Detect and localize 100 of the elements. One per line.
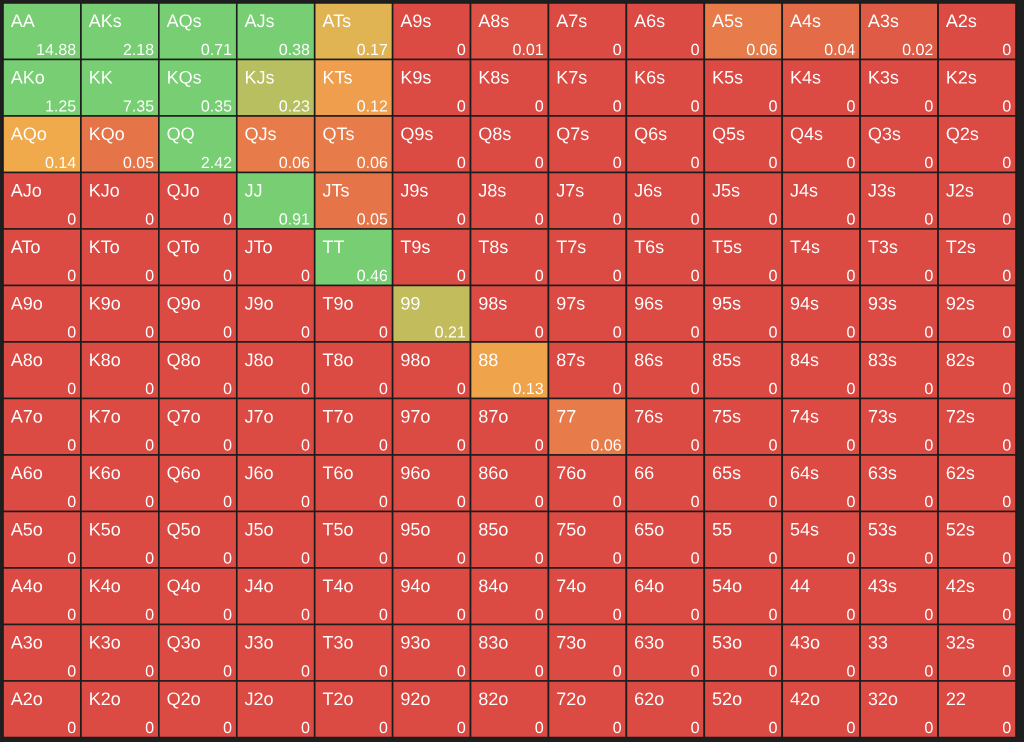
annotation: QJs: [245, 127, 276, 144]
data-label: 0: [301, 326, 310, 338]
annotation: A7s: [556, 14, 587, 28]
data-label: 0.06: [279, 156, 310, 169]
annotation: A3o: [10, 635, 43, 649]
annotation: K4o: [90, 579, 120, 593]
annotation: 53o: [712, 635, 742, 649]
annotation: 53s: [868, 522, 897, 536]
annotation: KQo: [90, 127, 124, 144]
annotation: J6o: [244, 466, 273, 480]
data-label: 0.91: [279, 213, 310, 225]
data-label: 0: [925, 269, 933, 282]
annotation: 96o: [401, 466, 430, 480]
annotation: K2s: [947, 70, 977, 84]
annotation: 93o: [401, 635, 430, 649]
annotation: J2o: [244, 692, 273, 706]
data-label: 7.35: [123, 100, 154, 112]
annotation: A8o: [10, 353, 43, 367]
data-label: 0: [769, 269, 777, 282]
data-label: 0: [613, 382, 622, 395]
data-label: 0: [145, 495, 154, 508]
data-label: 0: [613, 269, 622, 282]
annotation: 44: [790, 579, 810, 592]
annotation: 62s: [946, 466, 975, 480]
annotation: 93s: [868, 296, 897, 310]
data-label: 0: [535, 665, 544, 677]
data-label: 0: [457, 269, 466, 282]
annotation: KK: [90, 71, 113, 84]
annotation: ATs: [322, 14, 351, 28]
annotation: 99: [401, 296, 420, 310]
annotation: AQo: [10, 127, 47, 144]
annotation: J3o: [244, 635, 273, 649]
data-label: 0: [613, 495, 622, 508]
data-label: 14.88: [37, 43, 76, 56]
data-label: 0: [301, 269, 310, 282]
annotation: 95s: [712, 296, 741, 310]
data-label: 0: [67, 552, 76, 564]
annotation: 82o: [479, 692, 508, 706]
annotation: Q4o: [167, 579, 200, 596]
data-label: 0: [1002, 665, 1011, 677]
annotation: A9o: [10, 296, 43, 310]
data-label: 0: [925, 156, 933, 169]
annotation: 87o: [479, 409, 508, 423]
data-label: 0: [925, 100, 933, 112]
annotation: 65o: [635, 522, 664, 536]
data-label: 0: [691, 43, 699, 56]
data-label: 0: [847, 156, 855, 169]
annotation: 83s: [868, 353, 897, 367]
data-label: 0: [379, 665, 388, 677]
annotation: Q5s: [712, 127, 745, 144]
data-label: 0: [457, 721, 466, 734]
annotation: Q8s: [479, 127, 511, 144]
data-label: 0: [769, 213, 777, 225]
data-label: 0.23: [279, 100, 310, 112]
data-label: 0.38: [279, 43, 310, 56]
data-label: 0: [379, 382, 388, 395]
data-label: 0: [1002, 382, 1011, 395]
data-label: 0: [925, 721, 933, 734]
data-label: 2.18: [123, 43, 154, 56]
data-label: 0: [847, 552, 855, 564]
annotation: T9o: [322, 296, 353, 310]
data-label: 0: [223, 495, 232, 508]
annotation: J2s: [946, 183, 974, 197]
annotation: T8s: [478, 240, 508, 254]
annotation: 87s: [557, 353, 585, 367]
annotation: T8o: [322, 353, 353, 367]
annotation: 72s: [946, 409, 975, 423]
data-label: 0: [613, 156, 622, 169]
data-label: 0: [145, 552, 154, 564]
data-label: 0.04: [824, 43, 855, 56]
data-label: 0: [223, 552, 232, 564]
data-label: 0: [67, 382, 76, 395]
annotation: 92s: [946, 296, 975, 310]
data-label: 0: [1002, 552, 1011, 564]
data-label: 0.13: [513, 382, 543, 395]
annotation: 65s: [713, 466, 741, 480]
annotation: 75o: [557, 523, 586, 536]
data-label: 0: [457, 156, 466, 169]
data-label: 0: [769, 608, 777, 621]
data-label: 0: [691, 721, 699, 734]
annotation: A6s: [634, 14, 665, 28]
annotation: J9s: [400, 183, 428, 197]
data-label: 0: [379, 495, 388, 508]
data-label: 0: [769, 100, 777, 112]
data-label: 0: [691, 665, 699, 677]
annotation: 84o: [479, 579, 508, 593]
annotation: KTo: [90, 240, 119, 254]
data-label: 0: [223, 665, 232, 677]
annotation: 84s: [790, 353, 819, 367]
annotation: 64s: [790, 466, 819, 480]
data-label: 0: [457, 100, 466, 112]
data-label: 0: [769, 665, 777, 677]
annotation: 95o: [401, 522, 430, 536]
annotation: QJo: [167, 183, 199, 200]
annotation: 86o: [479, 466, 508, 480]
data-label: 0: [847, 213, 855, 225]
data-label: 0: [67, 721, 76, 734]
annotation: A4o: [10, 579, 43, 593]
annotation: 76o: [557, 466, 586, 480]
annotation: T3s: [868, 240, 898, 254]
